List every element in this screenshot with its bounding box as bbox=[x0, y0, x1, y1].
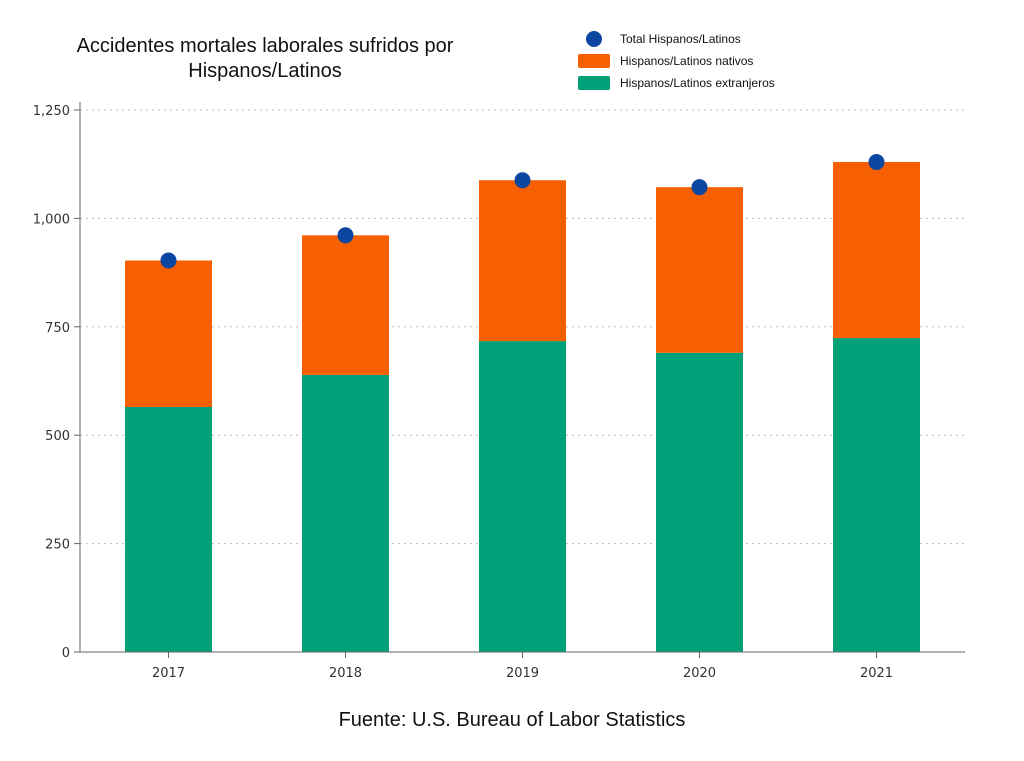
point-total bbox=[514, 172, 531, 189]
x-tick-label: 2018 bbox=[329, 666, 362, 681]
point-total bbox=[160, 252, 177, 269]
bar-foreign bbox=[656, 352, 743, 652]
x-tick-label: 2019 bbox=[506, 666, 539, 681]
chart-title: Accidentes mortales laborales sufridos p… bbox=[76, 35, 454, 82]
legend-item-native: Hispanos/Latinos nativos bbox=[578, 50, 775, 72]
bar-native bbox=[302, 235, 389, 375]
y-tick-label: 1,250 bbox=[33, 104, 70, 119]
legend-swatch-native bbox=[578, 54, 610, 68]
legend-label-foreign: Hispanos/Latinos extranjeros bbox=[620, 76, 775, 90]
bar-foreign bbox=[479, 341, 566, 652]
bar-foreign bbox=[125, 407, 212, 652]
x-tick-label: 2017 bbox=[152, 666, 185, 681]
y-tick-label: 750 bbox=[45, 321, 70, 336]
point-total bbox=[337, 227, 354, 244]
bar-native bbox=[833, 162, 920, 339]
bar-foreign bbox=[302, 374, 389, 652]
legend-item-total: Total Hispanos/Latinos bbox=[578, 28, 775, 50]
bar-native bbox=[479, 180, 566, 342]
legend-item-foreign: Hispanos/Latinos extranjeros bbox=[578, 72, 775, 94]
bar-foreign bbox=[833, 338, 920, 652]
legend-swatch-total bbox=[586, 31, 602, 47]
y-tick-label: 500 bbox=[45, 429, 70, 444]
bar-native bbox=[125, 260, 212, 408]
legend-swatch-foreign bbox=[578, 76, 610, 90]
legend-label-total: Total Hispanos/Latinos bbox=[620, 32, 741, 46]
point-total bbox=[868, 154, 885, 171]
legend: Total Hispanos/Latinos Hispanos/Latinos … bbox=[578, 28, 775, 94]
point-total bbox=[691, 179, 708, 196]
y-tick-label: 250 bbox=[45, 538, 70, 553]
y-tick-label: 0 bbox=[62, 646, 70, 661]
x-tick-label: 2021 bbox=[860, 666, 893, 681]
source-note: Fuente: U.S. Bureau of Labor Statistics bbox=[338, 709, 686, 731]
y-tick-label: 1,000 bbox=[33, 212, 70, 227]
legend-label-native: Hispanos/Latinos nativos bbox=[620, 54, 754, 68]
x-tick-label: 2020 bbox=[683, 666, 716, 681]
bar-native bbox=[656, 187, 743, 353]
